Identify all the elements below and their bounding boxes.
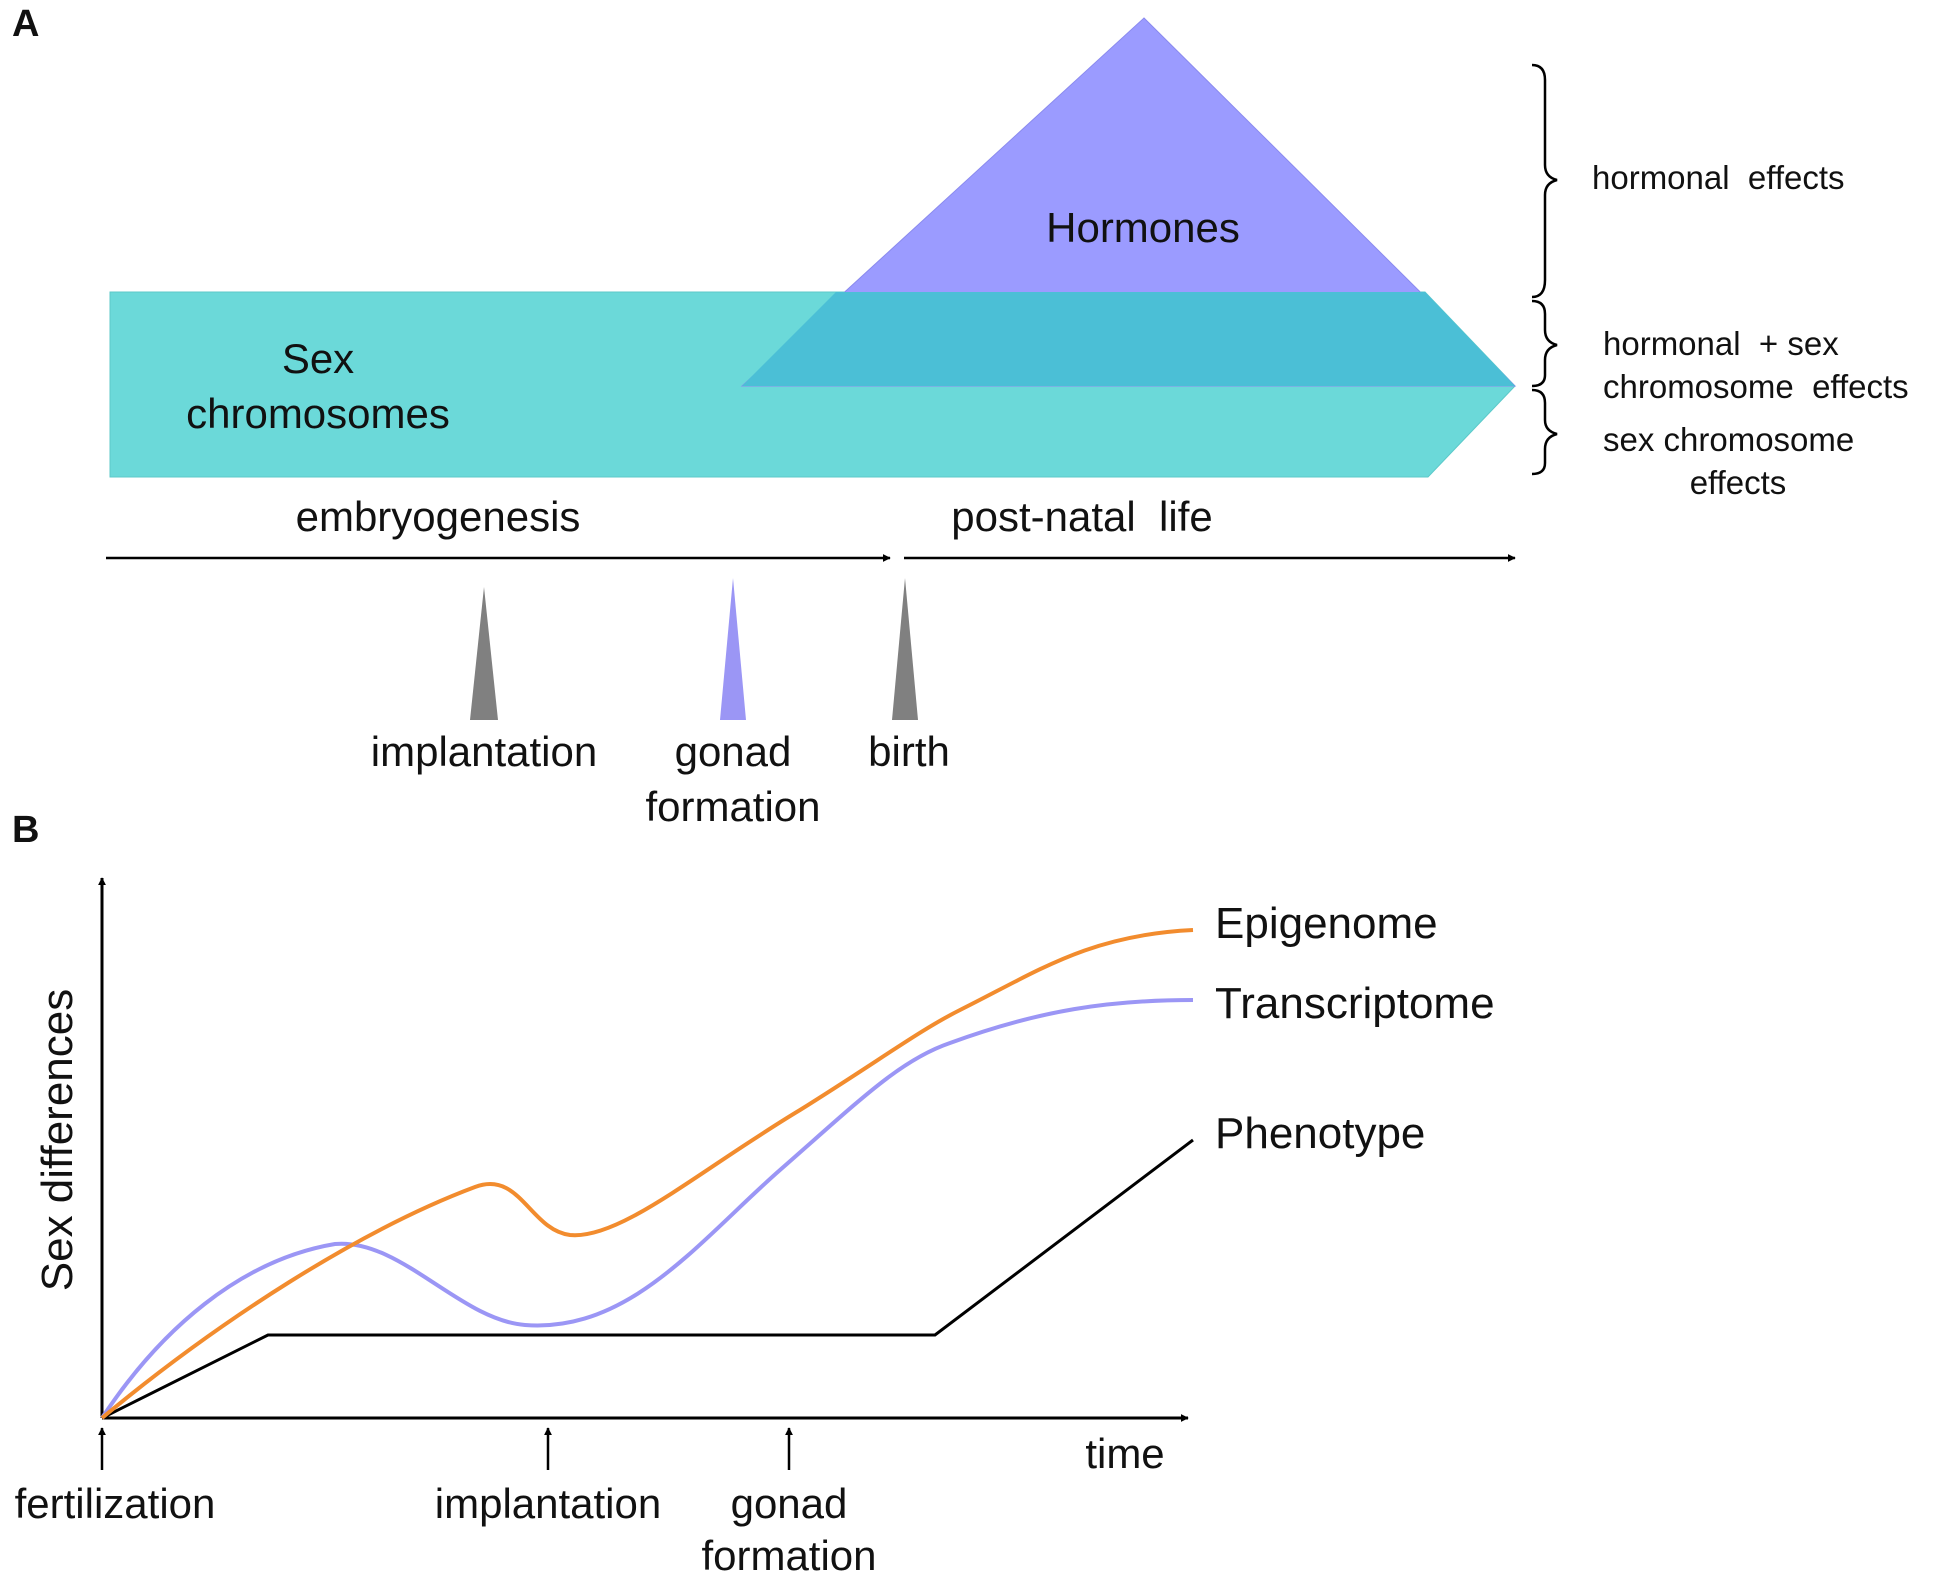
transcriptome-curve xyxy=(100,998,1194,1420)
series-label-epigenome: Epigenome xyxy=(1215,899,1438,948)
bracket-sex-label-2: effects xyxy=(1690,464,1787,501)
panel-a-letter: A xyxy=(12,3,39,45)
embryogenesis-label: embryogenesis xyxy=(296,493,581,540)
x-axis-label: time xyxy=(1085,1430,1164,1477)
fertilization-label: fertilization xyxy=(15,1480,216,1527)
implantation-wedge xyxy=(470,587,498,720)
gonad-formation-label-b-1: gonad xyxy=(731,1480,848,1527)
gonad-formation-label-a-1: gonad xyxy=(675,728,792,775)
brace-sex xyxy=(1531,388,1558,476)
gonad-formation-wedge xyxy=(720,578,746,720)
epigenome-curve xyxy=(100,928,1194,1420)
overlap-region xyxy=(742,292,1515,386)
gonad-formation-label-b-2: formation xyxy=(701,1532,876,1579)
series-label-transcriptome: Transcriptome xyxy=(1215,979,1495,1028)
hormones-label: Hormones xyxy=(1046,204,1240,251)
bracket-mixed-label-1: hormonal + sex xyxy=(1603,325,1839,362)
series-label-phenotype: Phenotype xyxy=(1215,1109,1425,1158)
implantation-label-a: implantation xyxy=(371,728,597,775)
sex-chromosomes-label-2: chromosomes xyxy=(186,390,450,437)
panel-b-letter: B xyxy=(12,809,39,851)
birth-label-a: birth xyxy=(868,728,950,775)
bracket-hormonal-label: hormonal effects xyxy=(1592,159,1845,196)
bracket-sex-label-1: sex chromosome xyxy=(1603,421,1854,458)
y-axis-label: Sex differences xyxy=(33,989,82,1291)
bracket-mixed-label-2: chromosome effects xyxy=(1603,368,1909,405)
phenotype-curve xyxy=(101,1138,1194,1420)
implantation-label-b: implantation xyxy=(435,1480,661,1527)
sex-chromosomes-label-1: Sex xyxy=(282,335,354,382)
postnatal-label: post-natal life xyxy=(951,493,1212,540)
brace-hormonal xyxy=(1531,63,1558,299)
gonad-formation-label-a-2: formation xyxy=(645,783,820,830)
brace-mixed xyxy=(1531,299,1558,388)
birth-wedge xyxy=(892,578,918,720)
